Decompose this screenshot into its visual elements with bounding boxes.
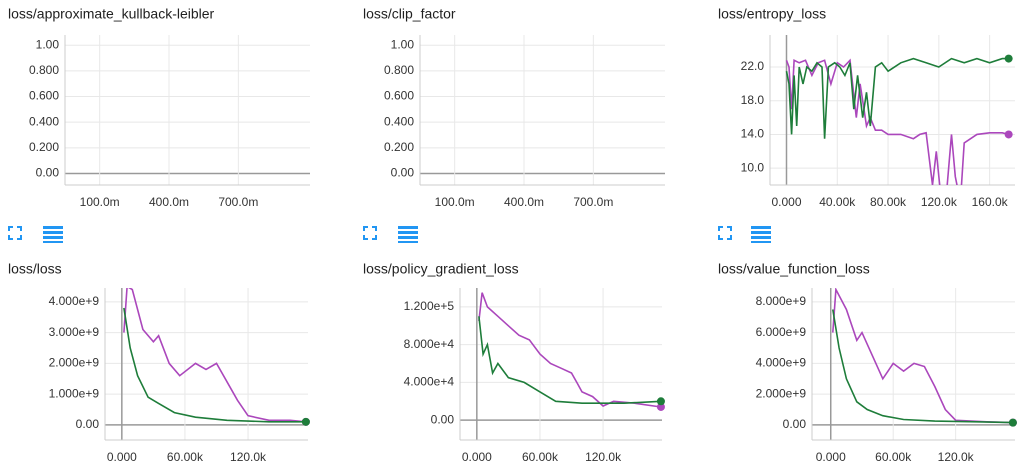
- x-tick-label: 100.0m: [435, 195, 475, 209]
- end-point: [656, 402, 665, 411]
- chart-panel: loss/loss 0.00 1.000e+9 2.000e+9 3.000e+9 4.0…: [8, 261, 310, 464]
- y-tick-label: 6.000e+9: [756, 325, 807, 339]
- x-tick-label: 700.0m: [573, 195, 613, 209]
- chart-panel: loss/policy_gradient_loss 0.00 4.000e+4 8.0…: [363, 261, 665, 464]
- x-tick-label: 0.000: [771, 195, 801, 209]
- series-line: [785, 58, 1009, 185]
- y-tick-label: 0.600: [29, 89, 59, 103]
- chart-title: loss/clip_factor: [363, 6, 456, 22]
- chart-panel: loss/clip_factor 0.00 0.200 0.400 0.600 0.800…: [363, 6, 665, 209]
- chart-title: loss/loss: [8, 261, 62, 277]
- chart-title: loss/value_function_loss: [718, 261, 870, 277]
- plot-area: [123, 288, 310, 426]
- series-line: [478, 316, 661, 404]
- y-tick-label: 8.000e+4: [404, 337, 455, 351]
- plot-area: [785, 54, 1013, 185]
- chart-panel: loss/approximate_kullback-leibler 0.00 0.2…: [8, 6, 310, 209]
- y-tick-label: 1.200e+5: [404, 299, 455, 313]
- chart-title: loss/entropy_loss: [718, 6, 826, 22]
- x-tick-label: 0.000: [816, 450, 846, 464]
- y-tick-label: 14.0: [741, 127, 765, 141]
- x-tick-label: 0.000: [462, 450, 492, 464]
- y-tick-label: 2.000e+9: [49, 356, 100, 370]
- data-icon[interactable]: [398, 226, 418, 243]
- y-tick-label: 22.0: [741, 59, 765, 73]
- end-point: [1004, 54, 1013, 63]
- x-tick-label: 700.0m: [218, 195, 258, 209]
- y-tick-label: 1.00: [391, 37, 415, 51]
- chart-panel: loss/value_function_loss 0.00 2.000e+9 4.00…: [718, 261, 1017, 464]
- expand-icon[interactable]: [363, 226, 377, 240]
- x-tick-label: 60.00k: [875, 450, 912, 464]
- plot-area: [478, 292, 665, 411]
- x-tick-label: 0.000: [107, 450, 137, 464]
- y-tick-label: 2.000e+9: [756, 386, 807, 400]
- expand-icon[interactable]: [8, 226, 22, 240]
- y-tick-label: 0.400: [384, 114, 414, 128]
- plot-area: [832, 288, 1017, 427]
- y-tick-label: 0.400: [29, 114, 59, 128]
- y-tick-label: 0.00: [36, 166, 60, 180]
- x-tick-label: 80.00k: [870, 195, 907, 209]
- y-tick-label: 1.000e+9: [49, 386, 100, 400]
- y-tick-label: 0.00: [431, 412, 455, 426]
- y-tick-label: 3.000e+9: [49, 325, 100, 339]
- x-tick-label: 120.0k: [938, 450, 975, 464]
- y-tick-label: 1.00: [36, 37, 60, 51]
- y-tick-label: 8.000e+9: [756, 294, 807, 308]
- y-tick-label: 18.0: [741, 93, 765, 107]
- data-icon[interactable]: [751, 226, 771, 243]
- end-point: [656, 397, 665, 406]
- chart-title: loss/approximate_kullback-leibler: [8, 6, 215, 22]
- expand-icon[interactable]: [718, 226, 732, 240]
- y-tick-label: 10.0: [741, 160, 765, 174]
- x-tick-label: 120.0k: [230, 450, 267, 464]
- end-point: [1004, 130, 1013, 139]
- y-tick-label: 0.800: [29, 63, 59, 77]
- x-tick-label: 60.00k: [167, 450, 204, 464]
- x-tick-label: 60.00k: [522, 450, 559, 464]
- y-tick-label: 4.000e+9: [49, 294, 100, 308]
- y-tick-label: 0.00: [76, 417, 100, 431]
- y-tick-label: 0.200: [29, 140, 59, 154]
- y-tick-label: 0.600: [384, 89, 414, 103]
- x-tick-label: 400.0m: [149, 195, 189, 209]
- chart-panel: loss/entropy_loss 10.0 14.0 18.0 22.0 0.000 40…: [718, 6, 1015, 209]
- y-tick-label: 0.800: [384, 63, 414, 77]
- series-line: [478, 292, 662, 408]
- y-tick-label: 4.000e+4: [404, 375, 455, 389]
- x-tick-label: 100.0m: [80, 195, 120, 209]
- data-icon[interactable]: [43, 226, 63, 243]
- series-line: [832, 288, 1013, 424]
- y-tick-label: 0.00: [391, 166, 415, 180]
- y-tick-label: 0.200: [384, 140, 414, 154]
- chart-title: loss/policy_gradient_loss: [363, 261, 519, 277]
- x-tick-label: 400.0m: [504, 195, 544, 209]
- series-line: [123, 307, 306, 423]
- x-tick-label: 40.00k: [819, 195, 856, 209]
- x-tick-label: 160.0k: [972, 195, 1009, 209]
- y-tick-label: 0.00: [783, 417, 807, 431]
- end-point: [1008, 418, 1017, 427]
- series-line: [785, 57, 1009, 139]
- y-tick-label: 4.000e+9: [756, 356, 807, 370]
- series-line: [123, 288, 306, 423]
- end-point: [301, 417, 310, 426]
- series-line: [832, 309, 1013, 424]
- x-tick-label: 120.0k: [585, 450, 622, 464]
- x-tick-label: 120.0k: [921, 195, 958, 209]
